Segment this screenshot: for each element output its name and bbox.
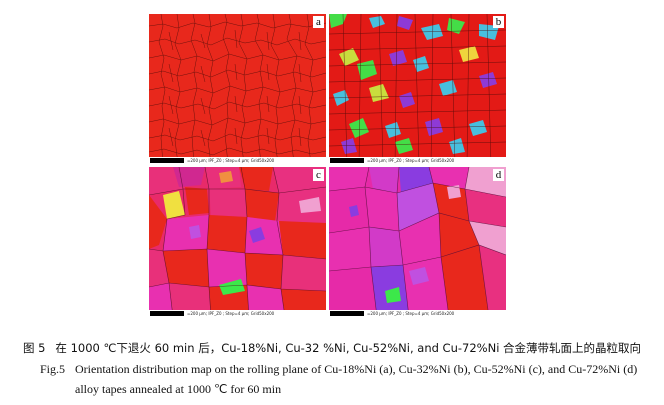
- scale-bar-text: =200 µm; IPF_Z0 ; Step=4 µm; Grid50x200: [187, 158, 275, 163]
- figure-label-cn: 图 5: [22, 341, 46, 355]
- caption-text-en-2: alloy tapes annealed at 1000 ℃ for 60 mi…: [75, 382, 282, 396]
- ebsd-map-panel-d: d =200 µm; IPF_Z0 ; Step=4 µm; Grid50x20…: [329, 167, 506, 317]
- orientation-map-d: [329, 167, 506, 317]
- scale-bar-d: =200 µm; IPF_Z0 ; Step=4 µm; Grid50x200: [329, 310, 506, 317]
- scale-bar-text: =200 µm; IPF_Z0 ; Step=4 µm; Grid50x200: [367, 158, 455, 163]
- panel-label-d: d: [493, 169, 504, 181]
- caption-text-cn: 在 1000 ℃下退火 60 min 后，Cu-18%Ni, Cu-32 %Ni…: [55, 341, 642, 355]
- scale-bar-line: [330, 158, 364, 163]
- scale-bar-c: =200 µm; IPF_Z0 ; Step=4 µm; Grid50x200: [149, 310, 326, 317]
- ebsd-map-panel-b: b =200 µm; IPF_Z0 ; Step=4 µm; Grid50x20…: [329, 14, 506, 164]
- figure-caption-english-line2: alloy tapes annealed at 1000 ℃ for 60 mi…: [75, 382, 635, 397]
- figure-label-en: Fig.5: [40, 362, 66, 376]
- orientation-map-b: [329, 14, 506, 164]
- scale-bar-line: [150, 311, 184, 316]
- figure-caption-chinese: 图 5 在 1000 ℃下退火 60 min 后，Cu-18%Ni, Cu-32 …: [0, 340, 664, 356]
- scale-bar-b: =200 µm; IPF_Z0 ; Step=4 µm; Grid50x200: [329, 157, 506, 164]
- panel-label-b: b: [493, 16, 504, 28]
- panel-label-a: a: [313, 16, 324, 28]
- orientation-map-a: [149, 14, 326, 164]
- scale-bar-line: [150, 158, 184, 163]
- scale-bar-text: =200 µm; IPF_Z0 ; Step=4 µm; Grid50x200: [187, 311, 275, 316]
- scale-bar-text: =200 µm; IPF_Z0 ; Step=4 µm; Grid50x200: [367, 311, 455, 316]
- orientation-map-c: [149, 167, 326, 317]
- scale-bar-a: =200 µm; IPF_Z0 ; Step=4 µm; Grid50x200: [149, 157, 326, 164]
- ebsd-map-panel-a: a =200 µm; IPF_Z0 ; Step=4 µm; Grid50x20…: [149, 14, 326, 164]
- caption-text-en-1: Orientation distribution map on the roll…: [75, 362, 638, 376]
- panel-label-c: c: [313, 169, 324, 181]
- scale-bar-line: [330, 311, 364, 316]
- figure-caption-english-line1: Fig.5 Orientation distribution map on the…: [40, 362, 640, 377]
- ebsd-map-panel-c: c =200 µm; IPF_Z0 ; Step=4 µm; Grid50x20…: [149, 167, 326, 317]
